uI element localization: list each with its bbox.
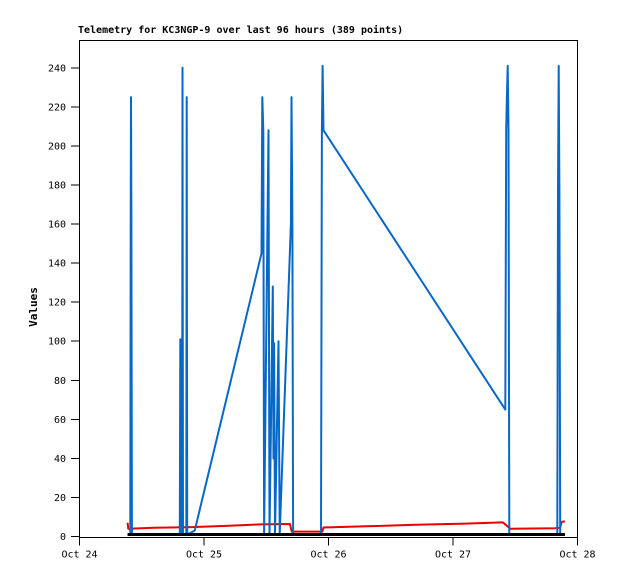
series-telemetry-channel-blue xyxy=(127,64,565,536)
x-axis-tick-label: Oct 27 xyxy=(435,550,471,561)
y-axis-tick-label: 80 xyxy=(54,376,66,387)
y-axis-title: Values xyxy=(27,287,40,327)
y-axis-tick-label: 180 xyxy=(48,181,66,192)
y-axis-tick-label: 0 xyxy=(60,532,66,543)
y-axis-tick-label: 20 xyxy=(54,493,66,504)
x-axis-tick-label: Oct 26 xyxy=(310,550,346,561)
x-axis-tick-label: Oct 25 xyxy=(186,550,222,561)
chart-title: Telemetry for KC3NGP-9 over last 96 hour… xyxy=(78,24,403,36)
y-axis-tick-label: 120 xyxy=(48,298,66,309)
y-axis-tick-label: 40 xyxy=(54,454,66,465)
plot-layer: 0 20 40 60 80 100 120 140 160 180 200 220 240 Oct 24 O… xyxy=(48,40,596,561)
y-axis-tick-label: 60 xyxy=(54,415,66,426)
y-axis-tick-label: 200 xyxy=(48,141,66,152)
y-axis-tick-label: 160 xyxy=(48,220,66,231)
y-axis-tick-label: 240 xyxy=(48,63,66,74)
series-telemetry-channel-red xyxy=(126,520,566,533)
x-axis-tick-label: Oct 28 xyxy=(559,550,595,561)
y-axis-tick-label: 220 xyxy=(48,102,66,113)
y-axis-tick-label: 100 xyxy=(48,337,66,348)
plot-border xyxy=(79,40,578,538)
y-axis-tick-label: 140 xyxy=(48,259,66,270)
x-axis-tick-label: Oct 24 xyxy=(61,550,97,561)
